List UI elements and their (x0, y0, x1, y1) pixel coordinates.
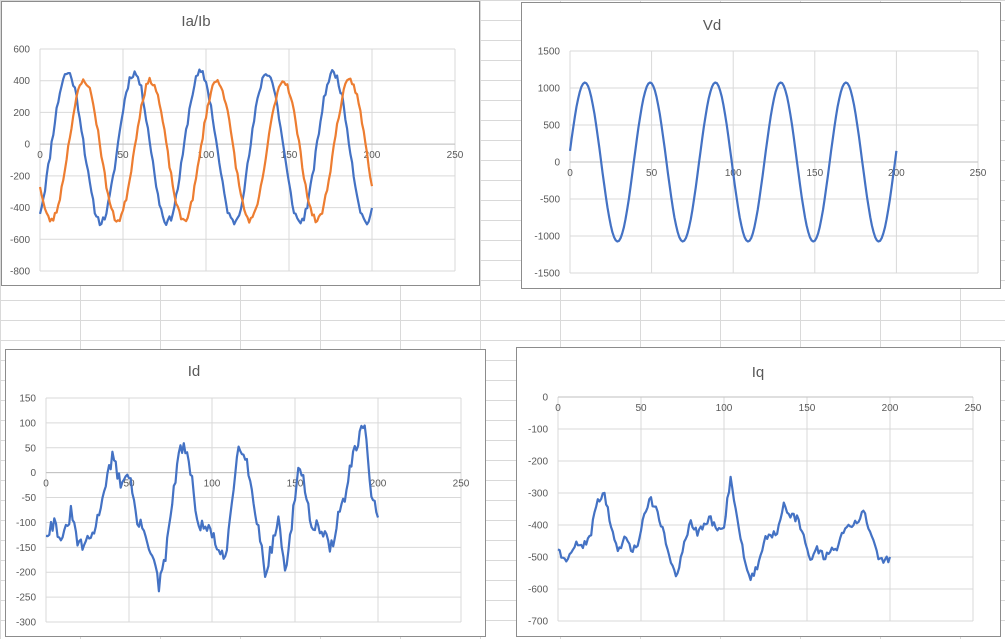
y-tick-label: -200 (10, 171, 30, 182)
x-tick-label: 200 (888, 168, 905, 179)
y-tick-label: -400 (10, 203, 30, 214)
y-tick-label: -400 (528, 521, 548, 532)
x-tick-label: 150 (281, 150, 298, 161)
series-line-1 (557, 475, 892, 582)
y-tick-label: -600 (10, 235, 30, 246)
y-tick-label: -500 (540, 195, 560, 206)
x-tick-label: 250 (965, 403, 982, 414)
x-tick-label: 150 (287, 479, 304, 490)
y-tick-label: -300 (16, 618, 36, 629)
x-tick-label: 50 (117, 150, 129, 161)
x-tick-label: 50 (123, 479, 135, 490)
chart-id: Id 150 100 50 0 -50 -100 -150 -200 -250 -300 0 50 10… (5, 349, 486, 637)
y-tick-label: -150 (16, 543, 36, 554)
y-tick-label: -800 (10, 267, 30, 278)
y-tick-label: 50 (25, 443, 37, 454)
chart-ia-ib: Ia/Ib 600 400 200 0 -200 -400 -600 -800 0 50 100 15… (1, 1, 480, 286)
series-line-1 (45, 424, 380, 593)
x-tick-label: 100 (716, 403, 733, 414)
chart-title: Iq (752, 364, 765, 381)
iq-plot: 0 -100 -200 -300 -400 -500 -600 -700 0 50 100 150 20… (528, 393, 982, 628)
y-tick-label: -50 (22, 493, 37, 504)
y-tick-label: -700 (528, 617, 548, 628)
x-tick-label: 0 (555, 403, 561, 414)
series-line-2 (38, 76, 374, 224)
y-tick-label: 500 (543, 121, 560, 132)
x-tick-label: 0 (567, 168, 573, 179)
x-tick-label: 100 (198, 150, 215, 161)
y-tick-label: 0 (554, 158, 560, 169)
x-tick-label: 200 (370, 479, 387, 490)
x-tick-label: 250 (447, 150, 464, 161)
chart-ia-ib-svg: Ia/Ib 600 400 200 0 -200 -400 -600 -800 0 50 100 15… (10, 13, 464, 278)
x-tick-label: 150 (806, 168, 823, 179)
x-tick-label: 100 (204, 479, 221, 490)
y-tick-label: 400 (13, 76, 30, 87)
x-tick-label: 0 (37, 150, 43, 161)
y-tick-label: -100 (528, 425, 548, 436)
ia-ib-plot: 600 400 200 0 -200 -400 -600 -800 0 50 100 150 200 25… (10, 45, 464, 278)
x-tick-label: 200 (882, 403, 899, 414)
y-tick-label: 1000 (538, 84, 561, 95)
y-tick-label: -250 (16, 593, 36, 604)
y-tick-label: 200 (13, 108, 30, 119)
series-line-1 (38, 68, 374, 227)
chart-title: Id (188, 363, 201, 380)
chart-iq-svg: Iq 0 -100 -200 -300 -400 -500 -600 -700 0 50 100 15… (528, 364, 982, 628)
id-plot: 150 100 50 0 -50 -100 -150 -200 -250 -300 0 50 100 15… (16, 394, 470, 629)
x-tick-label: 0 (43, 479, 49, 490)
chart-id-svg: Id 150 100 50 0 -50 -100 -150 -200 -250 -300 0 50 10… (16, 363, 470, 629)
x-tick-label: 50 (635, 403, 647, 414)
chart-title: Vd (703, 17, 721, 34)
series-line-1 (568, 81, 898, 243)
chart-iq: Iq 0 -100 -200 -300 -400 -500 -600 -700 0 50 100 15… (516, 347, 1001, 637)
y-tick-label: 600 (13, 45, 30, 56)
chart-vd: Vd 1500 1000 500 0 -500 -1000 -1500 0 50 100 150 20… (521, 2, 1001, 289)
chart-title: Ia/Ib (181, 13, 210, 30)
x-tick-label: 250 (453, 479, 470, 490)
y-tick-label: 0 (30, 468, 36, 479)
y-tick-label: -200 (528, 457, 548, 468)
y-tick-label: 100 (19, 418, 36, 429)
y-tick-label: -500 (528, 553, 548, 564)
y-tick-label: -1000 (534, 232, 560, 243)
y-tick-label: -600 (528, 585, 548, 596)
y-tick-label: -200 (16, 568, 36, 579)
x-tick-label: 200 (364, 150, 381, 161)
x-tick-label: 50 (646, 168, 658, 179)
y-tick-label: 1500 (538, 47, 561, 58)
y-tick-label: 150 (19, 394, 36, 405)
x-tick-label: 250 (970, 168, 987, 179)
y-tick-label: 0 (542, 393, 548, 404)
x-tick-label: 150 (799, 403, 816, 414)
y-tick-label: 0 (24, 140, 30, 151)
y-tick-label: -300 (528, 489, 548, 500)
y-tick-label: -100 (16, 518, 36, 529)
y-tick-label: -1500 (534, 269, 560, 280)
